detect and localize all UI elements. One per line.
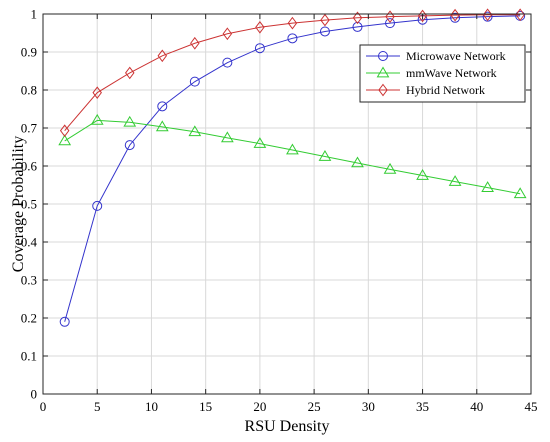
data-point-hybrid-network <box>482 8 493 22</box>
y-tick-label: 0.9 <box>21 45 37 60</box>
data-point-mmwave-network <box>513 187 527 199</box>
data-point-microwave-network <box>222 57 233 68</box>
data-point-microwave-network <box>59 316 70 327</box>
legend-marker <box>378 51 388 61</box>
data-point-hybrid-network <box>92 86 102 99</box>
x-tick-label: 30 <box>362 399 375 414</box>
data-point-hybrid-network <box>59 124 70 137</box>
legend-label: mmWave Network <box>406 66 497 80</box>
y-axis-label: Coverage Probability <box>10 136 27 272</box>
x-tick-label: 40 <box>470 399 483 414</box>
data-point-hybrid-network <box>125 66 135 80</box>
data-point-hybrid-network <box>190 36 200 50</box>
data-point-microwave-network <box>352 21 363 32</box>
data-point-microwave-network <box>482 11 493 22</box>
x-axis-label: RSU Density <box>245 418 330 435</box>
data-point-microwave-network <box>157 101 168 112</box>
data-point-hybrid-network <box>450 8 460 22</box>
y-tick-label: 0.5 <box>21 197 37 212</box>
data-point-mmwave-network <box>286 143 299 155</box>
tick-labels: 0 5 10 15 20 25 30 35 40 45 0 0.1 0.2 0.3 0.4 0.5 0.6 0.7… <box>21 7 538 415</box>
data-point-mmwave-network <box>351 156 364 168</box>
x-tick-label: 45 <box>525 399 538 414</box>
y-tick-label: 0 <box>31 387 38 402</box>
data-point-microwave-network <box>385 18 396 29</box>
data-point-mmwave-network <box>90 113 104 125</box>
legend-entry-hybrid-network: Hybrid Network <box>366 83 485 97</box>
series-line-mmwave-network <box>64 119 521 195</box>
x-tick-label: 10 <box>145 399 158 414</box>
x-tick-label: 5 <box>94 399 101 414</box>
data-point-microwave-network <box>287 33 298 44</box>
data-point-mmwave-network <box>383 162 397 174</box>
y-tick-label: 0.4 <box>21 235 38 250</box>
data-point-mmwave-network <box>123 115 137 127</box>
data-point-hybrid-network <box>157 49 168 63</box>
series-microwave-network <box>59 10 526 327</box>
series-line-microwave-network <box>64 15 521 322</box>
data-point-hybrid-network <box>352 11 363 25</box>
data-point-microwave-network <box>189 76 200 87</box>
x-tick-label: 0 <box>40 399 47 414</box>
data-point-microwave-network <box>319 26 330 37</box>
series-line-hybrid-network <box>64 14 521 131</box>
legend-entry-microwave-network: Microwave Network <box>366 49 506 63</box>
legend-marker <box>376 66 390 78</box>
data-point-microwave-network <box>124 140 135 151</box>
data-point-microwave-network <box>92 200 103 211</box>
data-point-microwave-network <box>450 12 461 23</box>
data-point-hybrid-network <box>385 10 395 23</box>
data-point-mmwave-network <box>416 169 429 180</box>
data-point-hybrid-network <box>515 8 525 22</box>
y-tick-label: 0.6 <box>21 159 38 174</box>
y-tick-label: 0.8 <box>21 83 37 98</box>
y-tick-label: 0.3 <box>21 273 37 288</box>
legend-entry-mmwave-network: mmWave Network <box>366 66 497 80</box>
series-layer <box>58 8 527 327</box>
data-point-mmwave-network <box>481 181 494 193</box>
legend-label: Hybrid Network <box>406 83 485 97</box>
data-point-mmwave-network <box>188 125 202 137</box>
x-tick-label: 35 <box>416 399 429 414</box>
data-point-mmwave-network <box>253 137 267 148</box>
data-point-hybrid-network <box>320 13 330 27</box>
legend: Microwave Network mmWave Network Hybrid Ne… <box>359 44 526 103</box>
y-tick-label: 1 <box>31 7 38 22</box>
legend-marker <box>378 83 388 97</box>
data-point-mmwave-network <box>155 120 169 132</box>
legend-label: Microwave Network <box>406 49 506 63</box>
y-tick-label: 0.1 <box>21 349 37 364</box>
data-point-hybrid-network <box>255 20 265 34</box>
data-point-mmwave-network <box>448 175 462 186</box>
x-tick-label: 20 <box>253 399 266 414</box>
data-point-mmwave-network <box>58 134 72 146</box>
x-tick-label: 25 <box>308 399 321 414</box>
data-point-microwave-network <box>254 43 265 54</box>
y-tick-label: 0.7 <box>21 121 38 136</box>
data-point-hybrid-network <box>287 16 298 30</box>
series-mmwave-network <box>58 113 527 199</box>
data-point-mmwave-network <box>220 131 234 143</box>
data-point-mmwave-network <box>318 150 332 161</box>
data-point-hybrid-network <box>222 27 233 41</box>
y-tick-label: 0.2 <box>21 311 37 326</box>
x-tick-label: 15 <box>199 399 212 414</box>
